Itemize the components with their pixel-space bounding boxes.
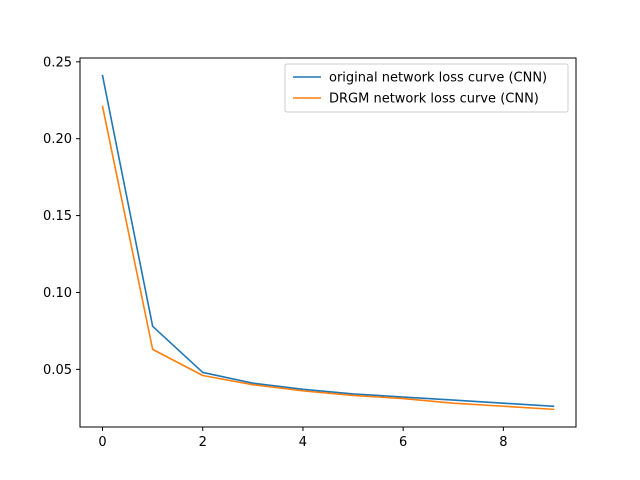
y-tick-label: 0.20 (43, 132, 72, 147)
legend: original network loss curve (CNN) DRGM ne… (284, 63, 569, 113)
y-tick-label: 0.10 (43, 286, 72, 301)
y-tick-label: 0.05 (43, 363, 72, 378)
series-layer (101, 74, 555, 411)
x-tick-label: 6 (399, 435, 407, 450)
x-tick-label: 8 (499, 435, 507, 450)
legend-box (284, 63, 569, 113)
y-tick-label: 0.25 (43, 55, 72, 70)
series-line-1 (101, 74, 555, 408)
plot-frame (79, 57, 577, 428)
legend-label-2: DRGM network loss curve (CNN) (329, 92, 539, 107)
legend-label-1: original network loss curve (CNN) (329, 71, 547, 86)
y-axis: 0.05 0.10 0.15 0.20 0.25 (43, 55, 80, 378)
x-tick-label: 2 (199, 435, 207, 450)
x-axis: 0 2 4 6 8 (98, 427, 507, 450)
y-tick-label: 0.15 (43, 209, 72, 224)
series-line-2 (101, 105, 555, 411)
x-tick-label: 4 (299, 435, 307, 450)
x-tick-label: 0 (98, 435, 106, 450)
